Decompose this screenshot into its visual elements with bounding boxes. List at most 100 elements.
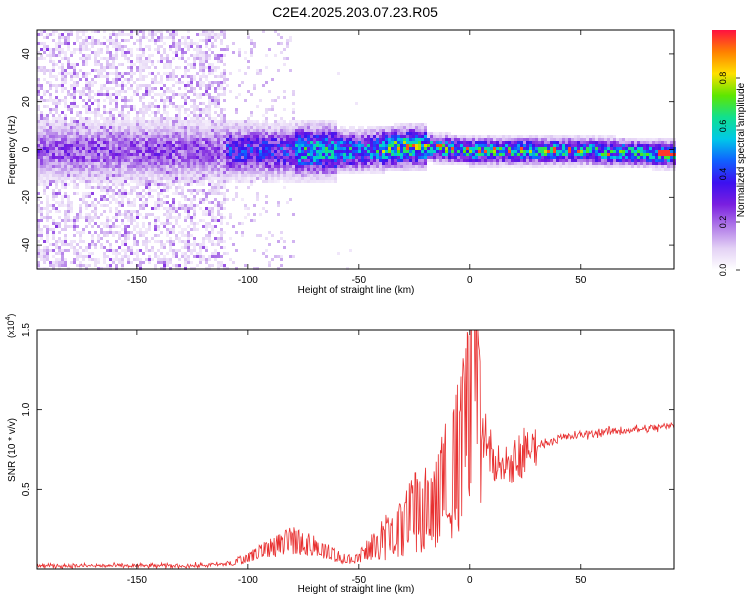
spectrogram-cell xyxy=(136,225,139,228)
spectrogram-cell xyxy=(91,144,94,147)
spectrogram-cell xyxy=(151,168,154,171)
spectrogram-cell xyxy=(274,171,277,174)
spectrogram-cell xyxy=(439,138,442,141)
spectrogram-cell xyxy=(208,240,211,243)
spectrogram-cell xyxy=(313,129,316,132)
spectrogram-cell xyxy=(382,141,385,144)
spectrogram-cell xyxy=(283,171,286,174)
spectrogram-cell xyxy=(58,252,61,255)
spectrogram-cell xyxy=(94,261,97,264)
spectrogram-cell xyxy=(292,171,295,174)
spectrogram-cell xyxy=(277,153,280,156)
spectrogram-cell xyxy=(73,132,76,135)
spectrogram-cell xyxy=(262,30,265,33)
spectrogram-cell xyxy=(217,60,220,63)
spectrogram-cell xyxy=(103,171,106,174)
spectrogram-cell xyxy=(61,201,64,204)
spectrogram-cell xyxy=(58,135,61,138)
spectrogram-cell xyxy=(88,90,91,93)
spectrogram-cell xyxy=(61,183,64,186)
spectrogram-cell xyxy=(121,129,124,132)
spectrogram-cell xyxy=(217,150,220,153)
spectrogram-cell xyxy=(154,177,157,180)
spectrogram-cell xyxy=(292,180,295,183)
spectrogram-cell xyxy=(328,162,331,165)
spectrogram-cell xyxy=(187,150,190,153)
spectrogram-cell xyxy=(292,138,295,141)
spectrogram-cell xyxy=(55,258,58,261)
spectrogram-cell xyxy=(184,141,187,144)
spectrogram-cell xyxy=(79,159,82,162)
spectrogram-cell xyxy=(379,162,382,165)
spectrogram-cell xyxy=(454,150,457,153)
spectrogram-cell xyxy=(73,252,76,255)
spectrogram-cell xyxy=(58,120,61,123)
spectrogram-cell xyxy=(400,141,403,144)
spectrogram-cell xyxy=(115,183,118,186)
spectrogram-cell xyxy=(355,129,358,132)
spectrogram-cell xyxy=(196,48,199,51)
spectrogram-cell xyxy=(52,99,55,102)
spectrogram-cell xyxy=(61,219,64,222)
spectrogram-cell xyxy=(319,177,322,180)
spectrogram-cell xyxy=(277,69,280,72)
spectrogram-cell xyxy=(49,159,52,162)
spectrogram-cell xyxy=(184,219,187,222)
spectrogram-cell xyxy=(211,51,214,54)
spectrogram-cell xyxy=(298,159,301,162)
spectrogram-cell xyxy=(37,132,40,135)
spectrogram-cell xyxy=(229,237,232,240)
spectrogram-cell xyxy=(265,123,268,126)
spectrogram-cell xyxy=(223,78,226,81)
spectrogram-cell xyxy=(181,192,184,195)
spectrogram-cell xyxy=(205,57,208,60)
spectrogram-cell xyxy=(346,132,349,135)
spectrogram-cell xyxy=(40,84,43,87)
spectrogram-cell xyxy=(286,177,289,180)
spectrogram-cell xyxy=(418,150,421,153)
spectrogram-cell xyxy=(166,219,169,222)
spectrogram-cell xyxy=(298,162,301,165)
spectrogram-cell xyxy=(199,84,202,87)
spectrogram-cell xyxy=(70,162,73,165)
spectrogram-cell xyxy=(418,165,421,168)
spectrogram-cell xyxy=(154,189,157,192)
spectrogram-cell xyxy=(250,162,253,165)
spectrogram-cell xyxy=(91,219,94,222)
spectrogram-cell xyxy=(130,132,133,135)
spectrogram-cell xyxy=(40,249,43,252)
spectrogram-cell xyxy=(208,63,211,66)
spectrogram-cell xyxy=(331,123,334,126)
spectrogram-cell xyxy=(217,171,220,174)
spectrogram-cell xyxy=(232,135,235,138)
spectrogram-cell xyxy=(112,252,115,255)
spectrogram-cell xyxy=(70,33,73,36)
spectrogram-cell xyxy=(250,135,253,138)
spectrogram-cell xyxy=(454,159,457,162)
spectrogram-cell xyxy=(91,141,94,144)
spectrogram-cell xyxy=(91,36,94,39)
spectrogram-cell xyxy=(184,264,187,267)
spectrogram-cell xyxy=(151,150,154,153)
spectrogram-cell xyxy=(52,255,55,258)
spectrogram-cell xyxy=(100,171,103,174)
spectrogram-cell xyxy=(37,114,40,117)
spectrogram-cell xyxy=(193,78,196,81)
spectrogram-cell xyxy=(247,132,250,135)
spectrogram-cell xyxy=(253,120,256,123)
spectrogram-cell xyxy=(250,111,253,114)
spectrogram-cell xyxy=(196,255,199,258)
spectrogram-cell xyxy=(436,144,439,147)
spectrogram-cell xyxy=(115,39,118,42)
spectrogram-cell xyxy=(46,129,49,132)
spectrogram-cell xyxy=(73,192,76,195)
spectrogram-cell xyxy=(85,132,88,135)
spectrogram-cell xyxy=(145,150,148,153)
spectrogram-cell xyxy=(193,114,196,117)
spectrogram-cell xyxy=(79,30,82,33)
spectrogram-cell xyxy=(169,129,172,132)
spectrogram-cell xyxy=(178,45,181,48)
spectrogram-cell xyxy=(316,129,319,132)
spectrogram-cell xyxy=(52,261,55,264)
spectrogram-cell xyxy=(235,162,238,165)
